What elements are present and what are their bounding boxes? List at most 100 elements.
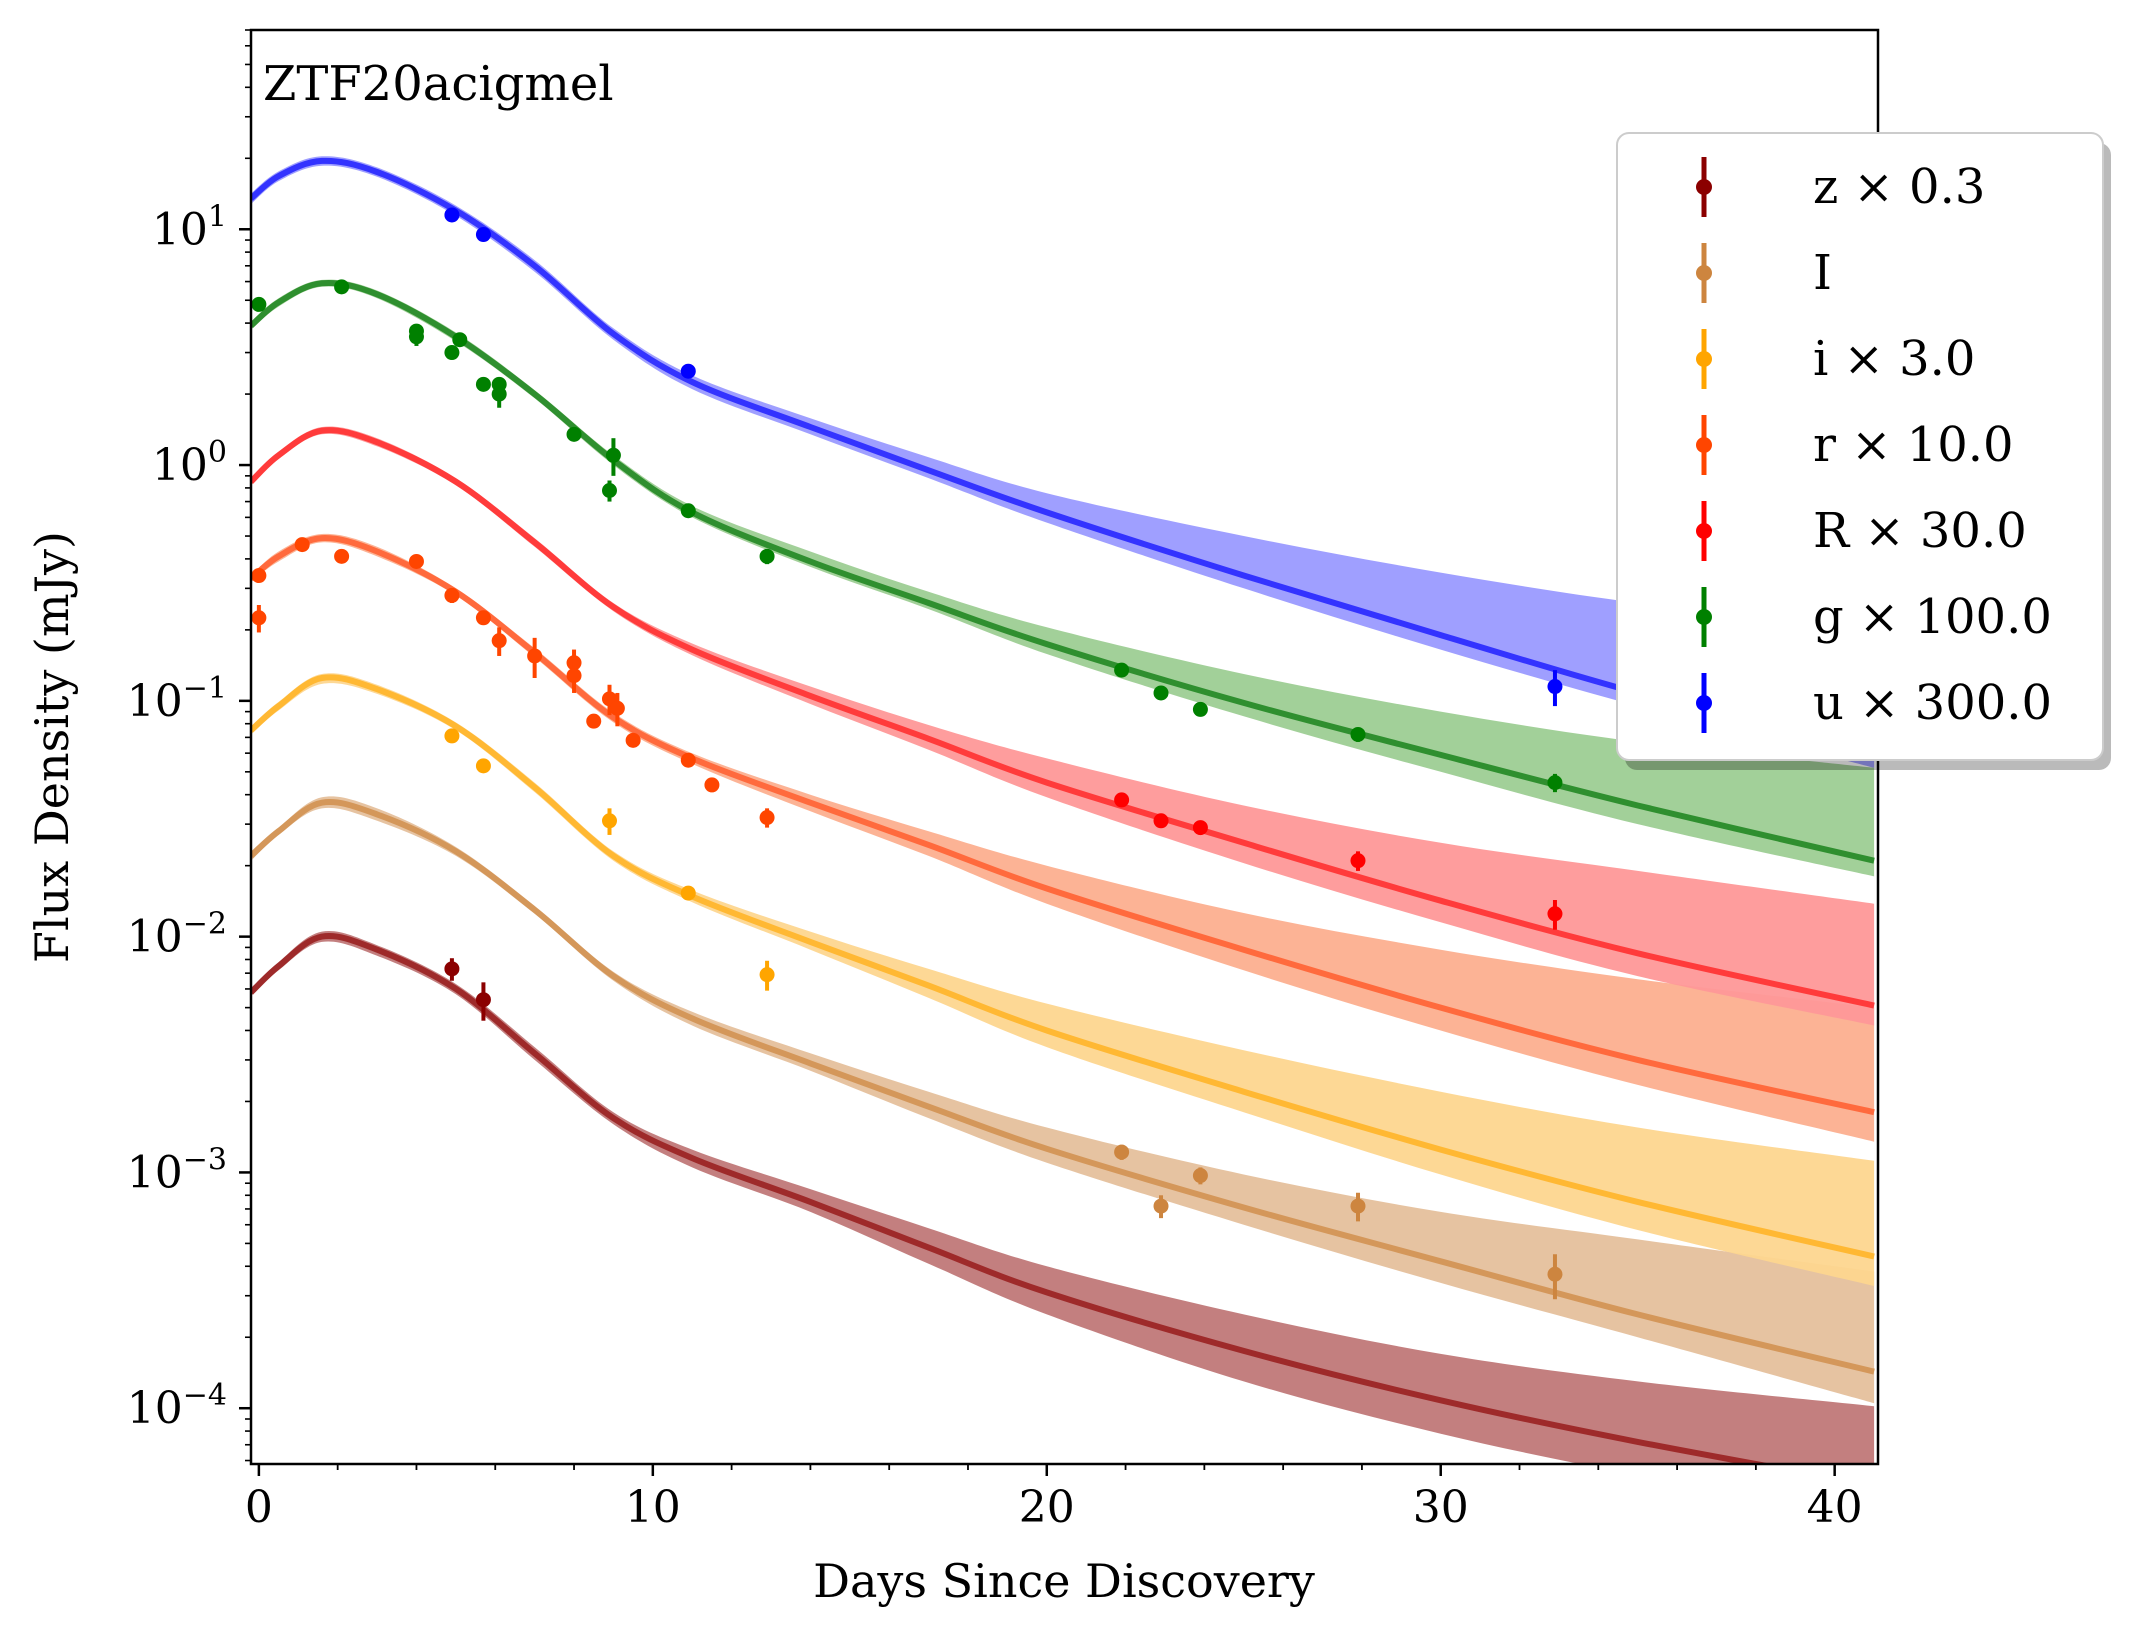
point-r-7 — [491, 633, 507, 649]
point-R-1 — [1153, 813, 1169, 829]
point-r-10 — [566, 668, 582, 684]
model-line-z — [251, 933, 1773, 1464]
band-R — [251, 426, 1875, 1026]
point-g-11 — [605, 447, 621, 463]
legend-marker-u — [1696, 695, 1712, 711]
observations — [251, 207, 1563, 1300]
point-r-5 — [444, 587, 460, 603]
y-tick-label-1: 10−3 — [127, 1142, 227, 1198]
point-g-4 — [444, 345, 460, 361]
point-i-4 — [759, 967, 775, 983]
point-g-17 — [1350, 726, 1366, 742]
point-g-16 — [1192, 701, 1208, 717]
legend-box — [1616, 132, 2104, 761]
point-I-2 — [1192, 1168, 1208, 1184]
point-I-3 — [1350, 1198, 1366, 1214]
point-r-8 — [527, 648, 543, 664]
point-g-13 — [759, 548, 775, 564]
point-r-17 — [759, 810, 775, 826]
band-u — [251, 156, 1875, 768]
point-u-3 — [1547, 679, 1563, 695]
y-tick-label-5: 101 — [152, 199, 227, 255]
legend-label-I: I — [1813, 245, 1832, 301]
point-g-12 — [680, 503, 696, 519]
point-g-3 — [408, 323, 424, 339]
legend-marker-z — [1696, 179, 1712, 195]
point-i-0 — [444, 728, 460, 744]
legend-label-r: r × 10.0 — [1813, 417, 2014, 473]
band-i — [251, 673, 1875, 1286]
point-I-1 — [1153, 1198, 1169, 1214]
point-g-18 — [1547, 775, 1563, 791]
point-u-1 — [475, 227, 491, 243]
object-annotation: ZTF20acigmel — [263, 56, 614, 112]
point-g-8 — [491, 386, 507, 402]
x-axis-label: Days Since Discovery — [813, 1554, 1315, 1608]
y-tick-label-0: 10−4 — [127, 1378, 227, 1434]
point-z-0 — [444, 961, 460, 977]
legend-marker-g — [1696, 609, 1712, 625]
legend-marker-r — [1696, 437, 1712, 453]
point-r-15 — [680, 752, 696, 768]
point-u-2 — [680, 363, 696, 379]
point-i-3 — [680, 885, 696, 901]
point-r-4 — [408, 553, 424, 569]
point-g-6 — [475, 376, 491, 392]
point-r-0 — [251, 568, 267, 584]
point-i-2 — [601, 813, 617, 829]
x-axis-ticks: 0 10 20 30 40 — [245, 1464, 1863, 1533]
legend-label-u: u × 300.0 — [1813, 675, 2052, 731]
point-g-1 — [334, 279, 350, 295]
model-lines — [251, 157, 1875, 1464]
point-I-0 — [1114, 1144, 1130, 1160]
legend-entries: z × 0.3 Ii × 3.0 r × 10.0 R × 30.0 g × 100.0… — [1696, 157, 2052, 733]
point-r-2 — [294, 537, 310, 553]
point-i-1 — [475, 758, 491, 774]
point-r-6 — [475, 610, 491, 626]
x-tick-label-30: 30 — [1413, 1482, 1469, 1533]
point-R-4 — [1547, 906, 1563, 922]
legend-marker-I — [1696, 265, 1712, 281]
band-z — [251, 931, 1875, 1464]
point-r-16 — [704, 777, 720, 793]
point-g-5 — [452, 332, 468, 348]
point-r-14 — [625, 732, 641, 748]
model-bands — [251, 156, 1875, 1464]
point-g-10 — [601, 482, 617, 498]
legend-label-z: z × 0.3 — [1813, 159, 1985, 215]
point-g-9 — [566, 426, 582, 442]
legend-label-R: R × 30.0 — [1813, 503, 2027, 559]
x-tick-label-20: 20 — [1019, 1482, 1075, 1533]
point-R-2 — [1192, 820, 1208, 836]
point-g-0 — [251, 296, 267, 312]
point-R-3 — [1350, 853, 1366, 869]
point-g-15 — [1153, 685, 1169, 701]
point-R-0 — [1114, 792, 1130, 808]
band-I — [251, 796, 1875, 1404]
model-line-I — [251, 799, 1875, 1375]
model-line-r — [251, 535, 1875, 1116]
point-r-13 — [609, 700, 625, 716]
band-g — [251, 279, 1875, 877]
legend: z × 0.3 Ii × 3.0 r × 10.0 R × 30.0 g × 100.0… — [1616, 132, 2104, 761]
model-line-R — [251, 427, 1875, 1009]
model-line-g — [251, 280, 1875, 864]
legend-marker-i — [1696, 351, 1712, 367]
x-tick-label-0: 0 — [245, 1482, 273, 1533]
y-axis-label: Flux Density (mJy) — [25, 531, 79, 963]
y-axis-ticks: 10−4 10−3 10−2 10−1 100 101 — [127, 29, 251, 1462]
x-tick-label-40: 40 — [1807, 1482, 1863, 1533]
point-I-4 — [1547, 1266, 1563, 1282]
band-r — [251, 533, 1875, 1142]
point-z-1 — [475, 992, 491, 1008]
point-r-1 — [251, 610, 267, 626]
legend-label-i: i × 3.0 — [1813, 331, 1975, 387]
y-tick-label-4: 100 — [152, 435, 227, 491]
legend-label-g: g × 100.0 — [1813, 589, 2052, 645]
model-line-u — [251, 157, 1875, 757]
y-tick-label-3: 10−1 — [127, 671, 227, 727]
y-tick-label-2: 10−2 — [127, 907, 227, 963]
point-g-14 — [1114, 662, 1130, 678]
point-u-0 — [444, 207, 460, 223]
